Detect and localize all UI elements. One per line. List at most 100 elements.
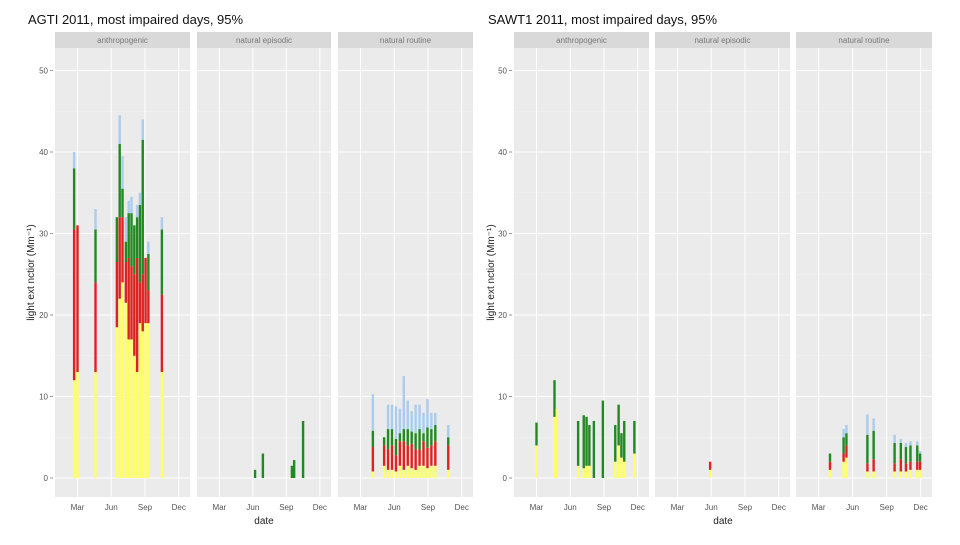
bar-segment-blue (72, 152, 76, 169)
bar-segment-red (121, 217, 124, 283)
bar-segment-green (160, 229, 164, 295)
x-tick-label: Dec (772, 503, 786, 512)
bar-segment-green (124, 241, 128, 263)
bar-segment-green (828, 453, 832, 462)
bar-segment-green (872, 430, 875, 460)
facet-panel-bg (655, 48, 790, 497)
bar-segment-red (899, 459, 903, 472)
x-tick-label: Sep (597, 503, 612, 512)
facet-natural-routine: natural routine Mar Jun Sep Dec (796, 32, 932, 512)
y-tick-label: 10 (39, 393, 48, 402)
bar-segment-blue (916, 441, 919, 446)
bar-segment-green (614, 425, 617, 462)
bar-segment-yellow (893, 471, 896, 478)
bar-segment-blue (394, 406, 398, 439)
bar-segment-yellow (553, 416, 556, 478)
facet-natural-routine: natural routine Mar Jun Sep Dec (338, 32, 473, 512)
facet-strip-label: natural routine (838, 36, 890, 45)
bar-segment-yellow (866, 471, 869, 478)
bar-segment-red (916, 461, 919, 470)
bar-segment-blue (138, 192, 142, 205)
bar-segment-blue (94, 209, 97, 230)
facet-anthropogenic: anthropogenic Mar Jun Sep Dec (514, 32, 649, 512)
facet-strip (338, 32, 473, 48)
bar-segment-red (115, 262, 119, 328)
bar-segment-green (147, 253, 150, 291)
bar-segment-green (290, 465, 294, 478)
bar-segment-green (418, 429, 421, 450)
x-tick-label: Mar (71, 503, 85, 512)
bar-segment-yellow (133, 355, 136, 478)
bar-segment-red (118, 217, 121, 299)
bar-segment-blue (127, 200, 130, 214)
x-tick-label: Dec (313, 503, 327, 512)
bar-segment-green (94, 229, 97, 283)
bar-segment-blue (141, 119, 144, 140)
bar-segment-blue (909, 441, 912, 446)
bar-segment-green (430, 429, 433, 446)
bar-segment-green (261, 453, 265, 478)
bar-segment-green (426, 427, 429, 448)
x-tick-label: Sep (138, 503, 153, 512)
facet-strip (55, 32, 190, 48)
bar-segment-yellow (842, 461, 845, 478)
bar-segment-red (160, 294, 164, 373)
bar-segment-green (620, 433, 623, 458)
bar-segment-yellow (371, 471, 375, 478)
bar-segment-red (708, 461, 712, 470)
bar-segment-yellow (394, 471, 398, 478)
bar-segment-yellow (555, 408, 558, 478)
bar-segment-yellow (426, 468, 429, 478)
bar-segment-red (418, 449, 421, 466)
bar-segment-green (292, 460, 296, 478)
bar-segment-yellow (398, 465, 402, 478)
bar-segment-yellow (115, 327, 119, 478)
bar-segment-blue (918, 451, 922, 454)
facet-natural-episodic: natural episodic Mar Jun Sep Dec (655, 32, 790, 512)
bar-segment-yellow (588, 465, 591, 478)
bar-segment-green (918, 453, 922, 462)
bar-segment-yellow (535, 445, 538, 478)
bar-segment-green (72, 168, 76, 230)
facet-strip (197, 32, 331, 48)
bar-segment-yellow (633, 453, 636, 478)
x-tick-label: Mar (812, 503, 826, 512)
bar-segment-red (135, 257, 139, 373)
x-tick-label: Dec (631, 503, 645, 512)
bar-segment-green (623, 420, 626, 462)
y-tick-label: 30 (498, 230, 507, 239)
bar-segment-red (845, 445, 848, 458)
bar-segment-green (916, 445, 919, 462)
bar-segment-blue (406, 400, 409, 430)
bar-segment-red (144, 257, 147, 324)
bar-segment-yellow (414, 469, 417, 478)
bar-segment-red (394, 455, 398, 472)
bar-segment-blue (121, 156, 124, 189)
bar-segment-yellow (135, 372, 139, 478)
bar-segment-green (118, 143, 121, 218)
bar-segment-red (430, 445, 433, 466)
bar-segment-red (382, 445, 386, 466)
bar-segment-blue (135, 204, 139, 218)
bar-segment-green (402, 429, 406, 442)
bar-segment-yellow (576, 465, 580, 478)
bar-segment-red (133, 274, 136, 356)
bar-segment-green (398, 433, 402, 442)
bar-segment-blue (872, 418, 875, 431)
bar-segment-green (899, 442, 903, 460)
bar-segment-yellow (617, 445, 620, 478)
bar-segment-blue (390, 404, 394, 430)
bar-segment-red (918, 461, 922, 470)
bar-segment-green (601, 400, 605, 478)
bar-segment-yellow (918, 469, 922, 478)
y-tick-label: 10 (498, 393, 507, 402)
bar-segment-red (422, 441, 425, 466)
x-tick-label: Jun (388, 503, 401, 512)
bar-segment-green (842, 437, 845, 454)
bar-segment-red (402, 441, 406, 470)
bar-segment-blue (418, 404, 421, 430)
facet-panel-bg (796, 48, 932, 497)
bar-segment-green (422, 433, 425, 442)
bar-segment-blue (410, 411, 413, 432)
facet-strip-label: natural episodic (236, 36, 292, 45)
